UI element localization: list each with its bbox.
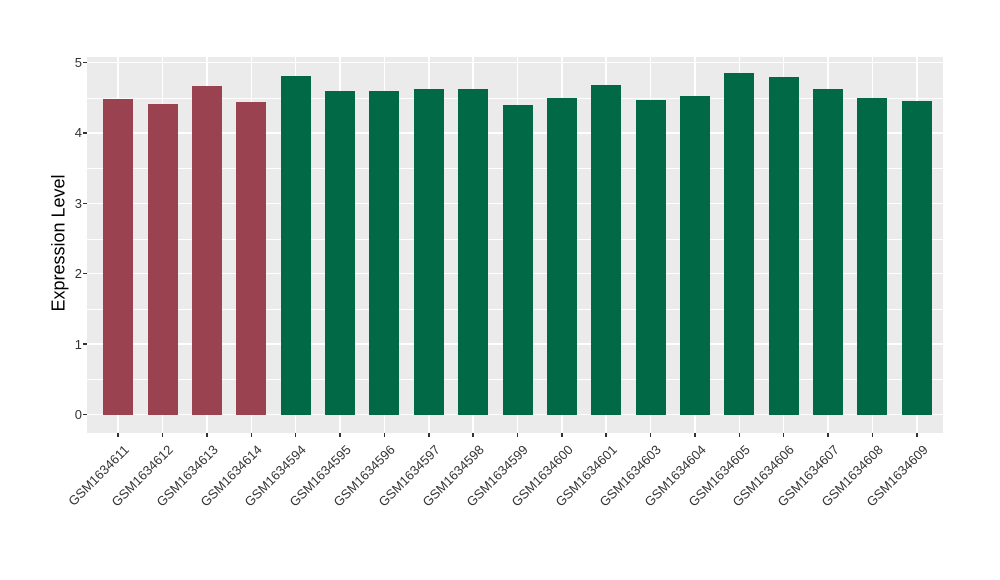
x-tick-mark: [294, 433, 297, 437]
major-gridline: [87, 61, 943, 64]
bar: [768, 76, 799, 415]
y-tick-label: 2: [74, 266, 82, 282]
bar: [635, 99, 666, 415]
x-tick-mark: [428, 433, 430, 437]
bar: [413, 89, 444, 415]
x-tick-mark: [383, 433, 386, 437]
bar: [546, 97, 577, 415]
bar: [813, 89, 844, 415]
x-tick-mark: [827, 433, 829, 437]
bar: [236, 101, 267, 415]
bar: [857, 97, 888, 415]
y-tick-mark: [82, 343, 87, 345]
x-tick-mark: [250, 433, 253, 437]
y-tick-mark: [82, 132, 87, 134]
y-tick-label: 1: [74, 336, 82, 352]
x-tick-mark: [339, 433, 341, 437]
minor-gridline: [87, 97, 943, 99]
bar: [103, 99, 134, 415]
x-tick-mark: [605, 433, 607, 437]
y-tick-mark: [82, 413, 87, 416]
bar: [591, 85, 622, 415]
x-tick-mark: [916, 433, 918, 437]
y-tick-label: 0: [74, 407, 82, 422]
x-tick-mark: [738, 433, 741, 437]
y-tick-mark: [82, 272, 87, 275]
bar: [191, 86, 222, 415]
major-gridline: [87, 413, 943, 416]
x-tick-mark: [472, 433, 474, 437]
y-tick-label: 3: [74, 195, 82, 211]
x-tick-mark: [871, 433, 874, 437]
bar: [724, 73, 755, 415]
x-tick-mark: [649, 433, 652, 437]
x-tick-mark: [206, 433, 208, 437]
x-tick-mark: [161, 433, 164, 437]
y-tick-mark: [82, 61, 87, 64]
x-tick-mark: [561, 433, 563, 437]
bar: [325, 91, 356, 415]
y-axis-title: Expression Level: [48, 174, 69, 312]
x-tick-mark: [694, 433, 696, 437]
bar: [901, 100, 932, 415]
x-tick-mark: [117, 433, 119, 437]
y-tick-label: 4: [74, 125, 82, 141]
bar: [147, 104, 178, 415]
x-tick-mark: [782, 433, 785, 437]
chart-panel: [87, 57, 943, 433]
x-tick-mark: [516, 433, 519, 437]
bar: [280, 75, 311, 415]
y-tick-mark: [82, 202, 87, 205]
bar: [502, 105, 533, 415]
bar: [458, 89, 489, 415]
bar: [679, 96, 710, 415]
bar: [369, 90, 400, 415]
y-tick-label: 5: [74, 55, 82, 70]
